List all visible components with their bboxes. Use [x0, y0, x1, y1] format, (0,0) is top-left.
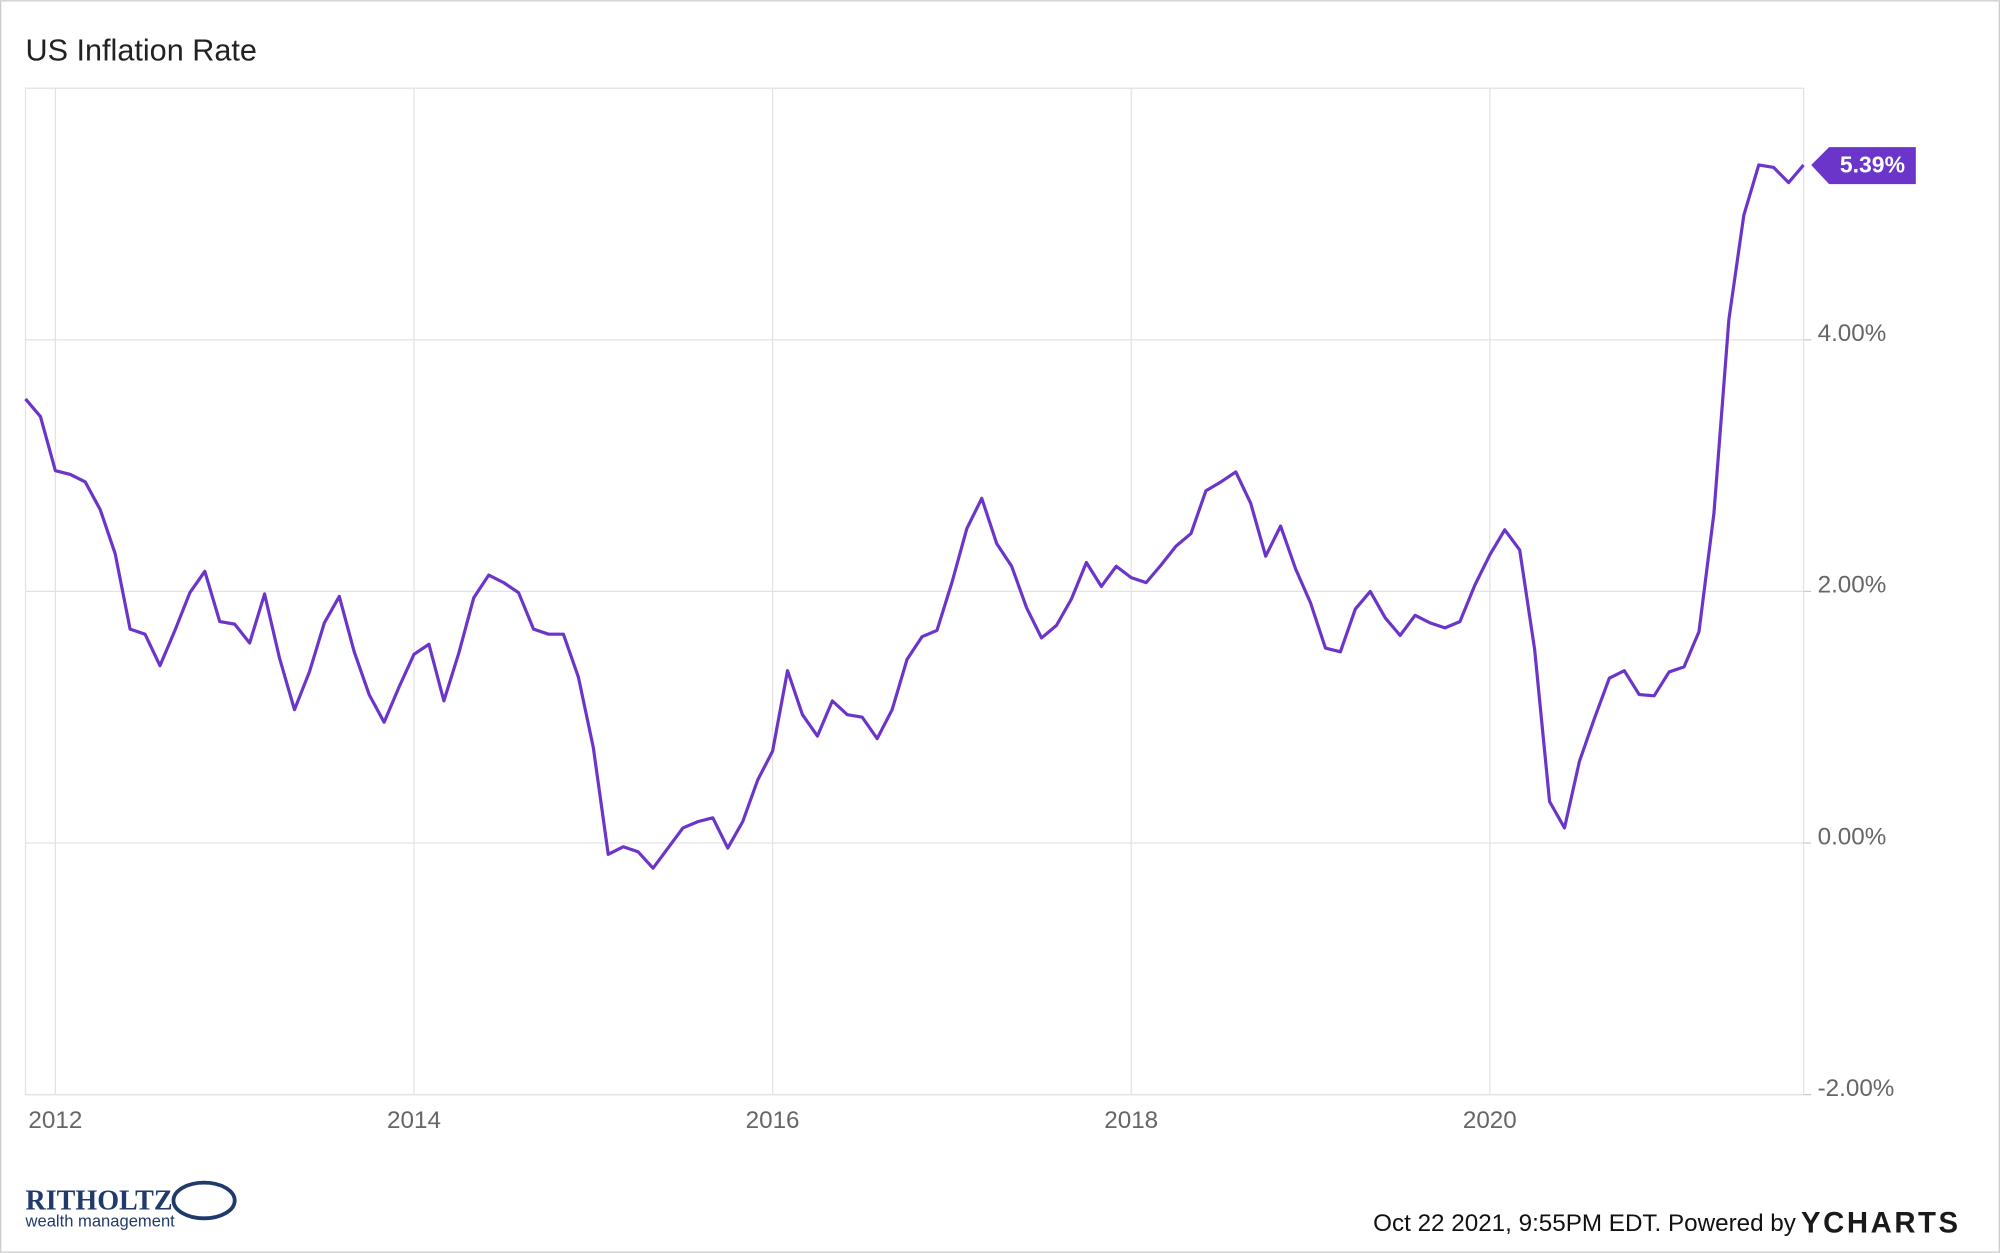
brand: YCHARTS	[1801, 1206, 1961, 1239]
x-tick-label: 2020	[1463, 1107, 1517, 1134]
logo-subtitle: wealth management	[25, 1212, 176, 1231]
x-tick-label: 2012	[28, 1107, 82, 1134]
plot-area: 2012 2014 2016 2018 2020 -2.00% 0.00% 2.00% 4.00…	[24, 87, 1916, 1134]
x-tick-label: 2016	[746, 1107, 800, 1134]
line	[24, 163, 1805, 870]
credit: Oct 22 2021, 9:55PM EDT. Powered by	[1373, 1210, 1797, 1237]
y-tick-label: 4.00%	[1818, 320, 1887, 347]
logo-icon	[171, 1180, 237, 1221]
logo-name: RITHOLTZ	[26, 1185, 173, 1216]
value-callout	[1811, 147, 1916, 185]
x-tick-label: 2018	[1104, 1107, 1158, 1134]
y-tick-label: -2.00%	[1818, 1075, 1895, 1102]
y-tick-label: 0.00%	[1818, 823, 1887, 850]
chart-title: US Inflation Rate	[26, 34, 257, 68]
y-tick-label: 2.00%	[1818, 572, 1887, 599]
x-tick-label: 2014	[387, 1107, 441, 1134]
value-label: 5.39%	[1840, 151, 1905, 177]
